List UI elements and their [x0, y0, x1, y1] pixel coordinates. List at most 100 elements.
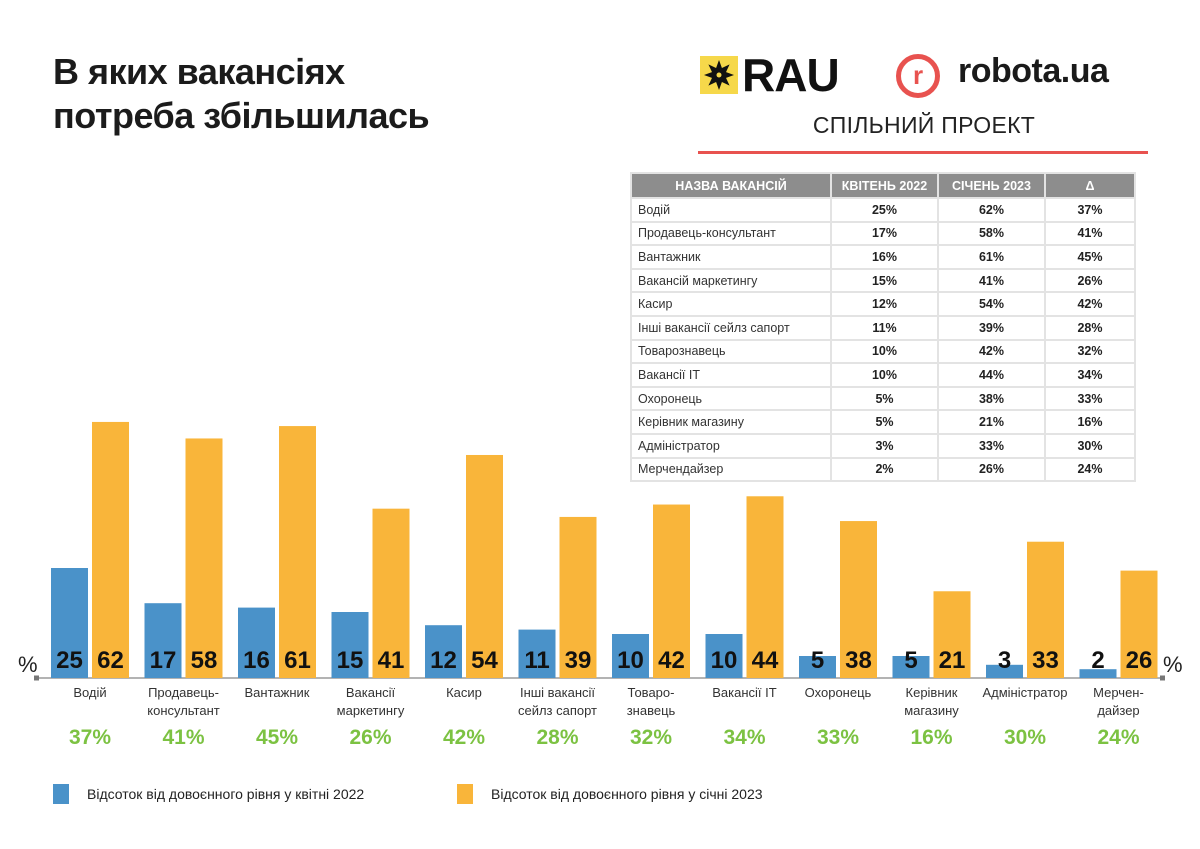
legend-label-2023: Відсоток від довоєнного рівня у січні 20… [491, 786, 763, 802]
bar-april-2022 [892, 656, 930, 678]
table-row: Вакансій маркетингу 15% 41% 26% [630, 267, 1136, 294]
category-label: Адміністратор [982, 685, 1067, 700]
bar-april-2022 [238, 607, 275, 678]
delta-label: 30% [1004, 726, 1046, 749]
legend-label-2022: Відсоток від довоєнного рівня у квітні 2… [87, 786, 365, 802]
vacancies-table: НАЗВА ВАКАНСІЙ КВІТЕНЬ 2022 СІЧЕНЬ 2023 … [630, 172, 1136, 483]
cell-april-2022: 12% [830, 291, 939, 317]
axis-right-end [1160, 675, 1165, 681]
joint-project-label: СПІЛЬНИЙ ПРОЕКТ [812, 112, 1036, 138]
header-delta: Δ [1044, 172, 1136, 199]
page-title: В яких вакансіях потреба збільшилась [53, 50, 430, 138]
value-label-april-2022: 15 [337, 647, 364, 674]
legend-swatch-blue [53, 784, 69, 804]
category-label: Товаро- [628, 685, 675, 700]
value-label-april-2022: 2 [1091, 647, 1104, 674]
value-label-january-2023: 58 [191, 647, 218, 674]
cell-april-2022: 25% [830, 197, 939, 223]
cell-delta: 26% [1044, 267, 1136, 294]
category-label: Водій [73, 685, 106, 700]
value-label-january-2023: 38 [845, 647, 872, 674]
category-label: Вакансії IT [712, 685, 777, 700]
bar-april-2022 [331, 612, 369, 678]
cell-january-2023: 26% [937, 456, 1046, 483]
table-row: Мерчендайзер 2% 26% 24% [630, 456, 1136, 483]
bar-april-2022 [799, 656, 836, 678]
value-label-april-2022: 3 [998, 647, 1011, 674]
axis-left-end [34, 675, 39, 681]
category-label: Вантажник [245, 685, 310, 700]
value-label-april-2022: 17 [150, 647, 177, 674]
cell-name: Вантажник [630, 244, 832, 270]
axis-unit-right: % [1163, 652, 1183, 677]
value-label-april-2022: 5 [904, 647, 917, 674]
header-name: НАЗВА ВАКАНСІЙ [630, 172, 832, 199]
robota-r-icon: r [912, 60, 924, 90]
bar-april-2022 [518, 629, 556, 678]
cell-april-2022: 2% [830, 456, 939, 483]
title-line-2: потреба збільшилась [53, 95, 430, 136]
cell-january-2023: 54% [937, 291, 1046, 317]
cell-april-2022: 3% [830, 432, 939, 459]
rau-star-icon [700, 56, 738, 94]
logos: RAU r robota.ua СПІЛЬНИЙ ПРОЕКТ [698, 49, 1150, 160]
value-label-january-2023: 39 [565, 647, 592, 674]
bar-april-2022 [144, 603, 182, 678]
bar-january-2023 [1120, 570, 1158, 678]
legend-swatch-orange [457, 784, 473, 804]
category-label: Охоронець [805, 685, 872, 700]
category-label: Касир [446, 685, 482, 700]
value-label-april-2022: 5 [811, 647, 824, 674]
value-label-january-2023: 21 [939, 647, 966, 674]
value-label-april-2022: 16 [243, 647, 270, 674]
delta-label: 16% [910, 726, 952, 749]
robota-logo-mark: r [896, 54, 940, 98]
category-label: консультант [147, 703, 220, 718]
cell-april-2022: 17% [830, 220, 939, 247]
value-label-january-2023: 33 [1032, 647, 1059, 674]
rau-logo: RAU [742, 49, 840, 101]
table-row: Продавець-консультант 17% 58% 41% [630, 220, 1136, 247]
cell-name: Адміністратор [630, 432, 832, 459]
bar-january-2023 [933, 591, 971, 678]
robota-logo: robota.ua [958, 52, 1109, 90]
table-row: Товарознавець 10% 42% 32% [630, 338, 1136, 365]
cell-name: Товарознавець [630, 338, 832, 365]
cell-january-2023: 58% [937, 220, 1046, 247]
value-label-january-2023: 26 [1126, 647, 1153, 674]
value-label-april-2022: 10 [617, 647, 644, 674]
delta-label: 45% [256, 726, 298, 749]
value-label-april-2022: 25 [56, 647, 83, 674]
bar-april-2022 [1079, 669, 1117, 678]
table-row: Адміністратор 3% 33% 30% [630, 432, 1136, 459]
category-label: Вакансії [346, 685, 396, 700]
title-line-1: В яких вакансіях [53, 51, 345, 92]
value-label-january-2023: 44 [752, 647, 779, 674]
delta-label: 34% [723, 726, 765, 749]
bar-january-2023 [279, 426, 316, 678]
cell-name: Водій [630, 197, 832, 223]
cell-name: Продавець-консультант [630, 220, 832, 247]
value-label-january-2023: 42 [658, 647, 685, 674]
table-row: Касир 12% 54% 42% [630, 291, 1136, 317]
cell-delta: 24% [1044, 456, 1136, 483]
value-label-january-2023: 41 [378, 647, 405, 674]
cell-january-2023: 33% [937, 432, 1046, 459]
value-label-january-2023: 62 [97, 647, 124, 674]
cell-january-2023: 21% [937, 409, 1046, 435]
bar-april-2022 [612, 634, 649, 678]
delta-label: 33% [817, 726, 859, 749]
value-label-april-2022: 10 [711, 647, 738, 674]
delta-label: 24% [1097, 726, 1139, 749]
bar-april-2022 [705, 634, 743, 678]
cell-name: Мерчендайзер [630, 456, 832, 483]
cell-delta: 41% [1044, 220, 1136, 247]
delta-label: 26% [349, 726, 391, 749]
bar-january-2023 [840, 521, 877, 678]
table-row: Водій 25% 62% 37% [630, 197, 1136, 223]
red-divider [698, 151, 1148, 154]
category-label: Керівник [906, 685, 958, 700]
delta-label: 28% [536, 726, 578, 749]
cell-name: Керівник магазину [630, 409, 832, 435]
